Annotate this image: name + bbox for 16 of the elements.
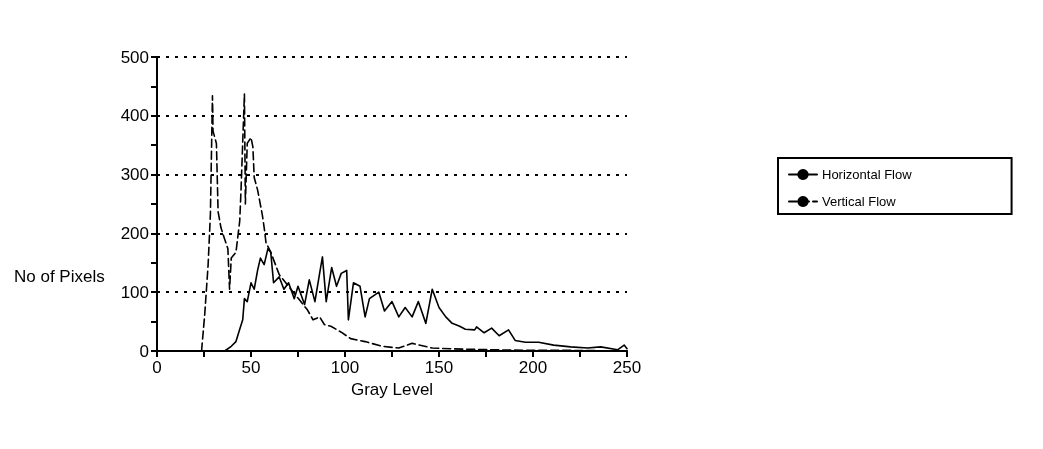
y-tick-label: 400 xyxy=(120,106,149,126)
y-axis-title: No of Pixels xyxy=(14,266,105,286)
x-axis-title: Gray Level xyxy=(350,380,434,399)
x-tick-label: 100 xyxy=(330,358,360,377)
y-tick-label: 300 xyxy=(120,165,149,185)
legend-label: Horizontal Flow xyxy=(822,167,913,182)
x-tick-label: 200 xyxy=(518,358,548,377)
y-tick-label: 500 xyxy=(120,47,149,67)
legend-label: Vertical Flow xyxy=(822,194,897,209)
x-tick-label: 50 xyxy=(241,358,261,377)
y-tick-label: 200 xyxy=(120,223,149,243)
x-tick-label: 250 xyxy=(612,358,642,377)
y-tick-label: 100 xyxy=(120,282,149,302)
x-tick-label: 150 xyxy=(424,358,454,377)
y-tick-label: 0 xyxy=(139,341,149,361)
x-tick-label: 0 xyxy=(152,358,162,377)
